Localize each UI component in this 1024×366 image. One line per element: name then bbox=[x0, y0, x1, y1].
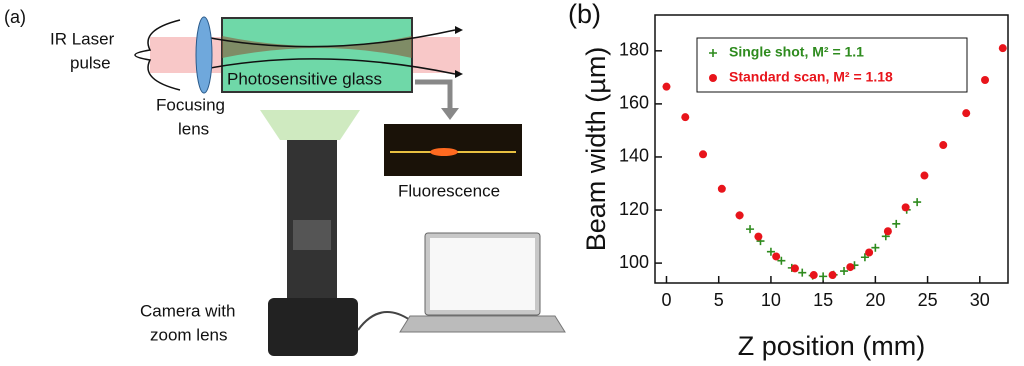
laptop-display bbox=[430, 238, 535, 310]
y-axis-title: Beam width (µm) bbox=[581, 47, 611, 252]
panel-label: (b) bbox=[568, 0, 601, 29]
data-point bbox=[746, 225, 755, 234]
data-point bbox=[846, 263, 855, 272]
data-point bbox=[819, 272, 828, 281]
diagram-label: IR Laser bbox=[50, 29, 115, 48]
data-point bbox=[860, 253, 869, 262]
x-tick-label: 0 bbox=[661, 290, 671, 310]
data-point bbox=[777, 256, 786, 265]
x-tick-label: 15 bbox=[813, 290, 833, 310]
camera-body bbox=[268, 298, 358, 356]
glass-block bbox=[221, 17, 413, 93]
data-point bbox=[871, 243, 880, 252]
plot-frame bbox=[654, 14, 1009, 284]
data-point bbox=[662, 82, 671, 91]
legend-box bbox=[696, 37, 968, 93]
data-point bbox=[798, 268, 807, 277]
fluorescence-spot bbox=[430, 148, 458, 156]
legend-marker bbox=[709, 74, 717, 82]
x-tick-label: 5 bbox=[714, 290, 724, 310]
data-point bbox=[828, 271, 837, 280]
laptop-base bbox=[399, 315, 566, 333]
data-point bbox=[939, 141, 948, 150]
data-point bbox=[772, 252, 781, 261]
diagram-label: pulse bbox=[70, 53, 111, 72]
data-point bbox=[901, 203, 910, 212]
legend-marker bbox=[709, 49, 717, 57]
y-tick-label: 140 bbox=[619, 146, 649, 166]
x-tick-label: 25 bbox=[918, 290, 938, 310]
diagram-label: Fluorescence bbox=[398, 181, 500, 200]
beam-edge bbox=[199, 29, 456, 75]
arrow-head bbox=[455, 70, 463, 78]
data-point bbox=[913, 198, 922, 207]
diagram-label: zoom lens bbox=[150, 325, 227, 344]
light-cone bbox=[260, 110, 360, 140]
data-point bbox=[998, 44, 1007, 53]
data-point bbox=[766, 247, 775, 256]
y-tick-label: 120 bbox=[619, 199, 649, 219]
data-point bbox=[962, 109, 971, 118]
diagram-label: Photosensitive glass bbox=[227, 69, 382, 88]
data-point bbox=[883, 227, 892, 236]
legend-label: Single shot, M² = 1.1 bbox=[729, 44, 864, 60]
arrow-head bbox=[455, 26, 463, 34]
data-point bbox=[699, 150, 708, 159]
data-point bbox=[840, 267, 849, 276]
data-point bbox=[717, 184, 726, 193]
lens bbox=[195, 16, 213, 94]
legend-label: Standard scan, M² = 1.18 bbox=[729, 69, 893, 85]
x-axis-title: Z position (mm) bbox=[738, 331, 926, 361]
diagram-label: Focusing bbox=[156, 95, 225, 114]
arrow-head bbox=[441, 108, 459, 120]
data-point bbox=[681, 113, 690, 122]
diagram-label: Camera with bbox=[140, 301, 235, 320]
data-point bbox=[920, 171, 929, 180]
y-tick-label: 160 bbox=[619, 93, 649, 113]
data-point bbox=[865, 248, 874, 257]
panel-label: (a) bbox=[4, 7, 26, 27]
cable bbox=[357, 311, 411, 331]
chart: (b) 0 5 10 15 20 25 30 100 120 140 160 180 Z position… bbox=[568, 0, 1007, 361]
x-tick-label: 20 bbox=[865, 290, 885, 310]
zoom-ring bbox=[293, 220, 331, 250]
diagram-label: lens bbox=[178, 119, 209, 138]
data-point bbox=[735, 211, 744, 220]
arrow bbox=[415, 79, 453, 110]
pulse-shape bbox=[134, 19, 181, 91]
data-point bbox=[790, 264, 799, 273]
data-point bbox=[892, 219, 901, 228]
x-tick-label: 30 bbox=[970, 290, 990, 310]
data-point bbox=[754, 232, 763, 241]
y-tick-label: 180 bbox=[619, 40, 649, 60]
data-point bbox=[809, 271, 818, 280]
y-tick-label: 100 bbox=[619, 252, 649, 272]
x-tick-label: 10 bbox=[761, 290, 781, 310]
data-point bbox=[981, 76, 990, 85]
